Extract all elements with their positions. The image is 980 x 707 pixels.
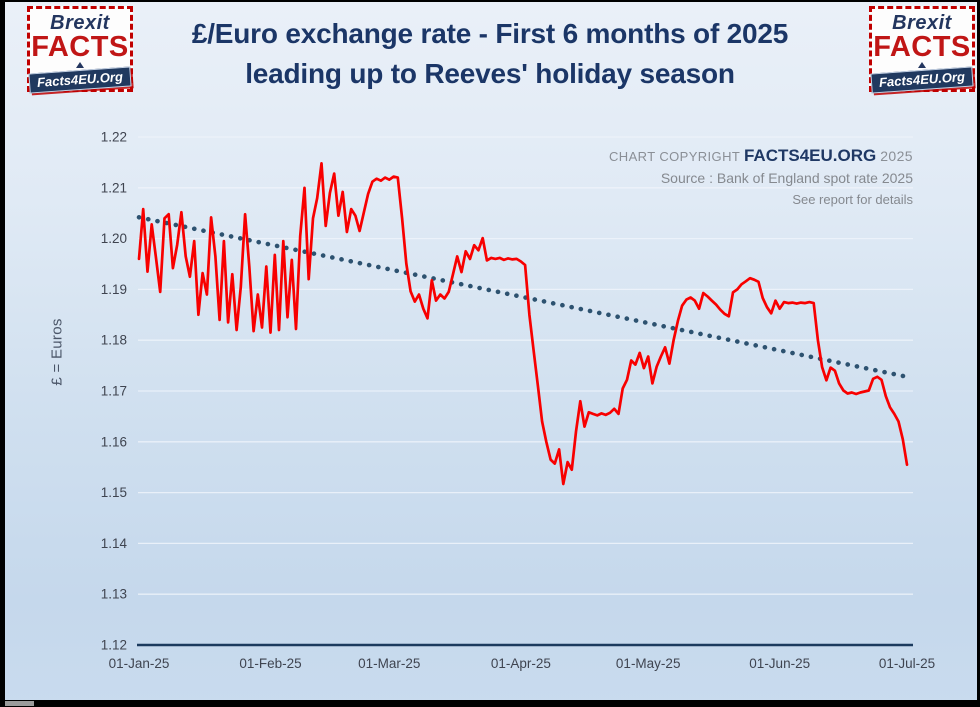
svg-text:01-Feb-25: 01-Feb-25 [239,656,301,671]
frame-edge-gray-accent [5,701,34,706]
trend-dotted-line [136,215,910,380]
svg-text:1.22: 1.22 [101,130,127,145]
svg-text:1.19: 1.19 [101,282,127,297]
logo-facts-text: FACTS [31,31,129,63]
svg-text:01-Jul-25: 01-Jul-25 [879,656,935,671]
copyright-block: CHART COPYRIGHT FACTS4EU.ORG 2025 Source… [480,145,913,210]
chart-title: £/Euro exchange rate - First 6 months of… [120,14,860,94]
logo-brexit-text: Brexit [50,12,110,34]
copyright-brand: FACTS4EU.ORG [743,146,877,165]
note-line: See report for details [792,192,913,207]
copyright-line: CHART COPYRIGHT FACTS4EU.ORG 2025 [480,145,913,167]
copyright-year: 2025 [880,148,913,164]
frame-edge-right [977,0,980,707]
svg-text:01-Apr-25: 01-Apr-25 [491,656,551,671]
triangle-icon [76,62,84,68]
chart-title-line2: leading up to Reeves' holiday season [245,58,735,89]
svg-text:1.21: 1.21 [101,180,127,195]
copyright-prefix: CHART COPYRIGHT [609,149,740,164]
frame-edge-bottom [0,700,980,707]
svg-text:1.18: 1.18 [101,333,127,348]
svg-text:01-Jun-25: 01-Jun-25 [749,656,810,671]
svg-text:1.14: 1.14 [101,536,128,551]
brexit-facts-logo-right: Brexit FACTS Facts4EU.Org [869,6,975,94]
source-line: Source : Bank of England spot rate 2025 [660,170,913,186]
svg-text:1.12: 1.12 [101,638,127,653]
frame-edge-left [0,0,5,707]
svg-text:1.20: 1.20 [101,231,127,246]
y-axis-tick-labels: 1.12 1.13 1.14 1.15 1.16 1.17 1.18 1.19 1.20 1.21… [101,130,128,653]
x-axis-tick-labels: 01-Jan-25 01-Feb-25 01-Mar-25 01-Apr-25 01-M… [109,656,936,671]
svg-text:01-May-25: 01-May-25 [616,656,681,671]
logo-banner-text: Facts4EU.Org [28,66,132,94]
svg-text:1.17: 1.17 [101,384,127,399]
svg-text:1.16: 1.16 [101,434,127,449]
gridlines [137,136,913,647]
svg-text:1.15: 1.15 [101,485,127,500]
frame-edge-top [0,0,980,2]
logo-facts-text: FACTS [873,31,971,63]
svg-text:1.13: 1.13 [101,587,127,602]
triangle-icon [918,62,926,68]
logo-banner-text: Facts4EU.Org [870,66,974,94]
logo-brexit-text: Brexit [892,12,952,34]
chart-title-line1: £/Euro exchange rate - First 6 months of… [191,18,789,49]
svg-text:01-Jan-25: 01-Jan-25 [109,656,170,671]
spot-rate-line [137,162,909,486]
y-axis-title: £ = Euros [48,318,66,386]
brexit-facts-logo-left: Brexit FACTS Facts4EU.Org [27,6,133,94]
svg-text:01-Mar-25: 01-Mar-25 [358,656,420,671]
